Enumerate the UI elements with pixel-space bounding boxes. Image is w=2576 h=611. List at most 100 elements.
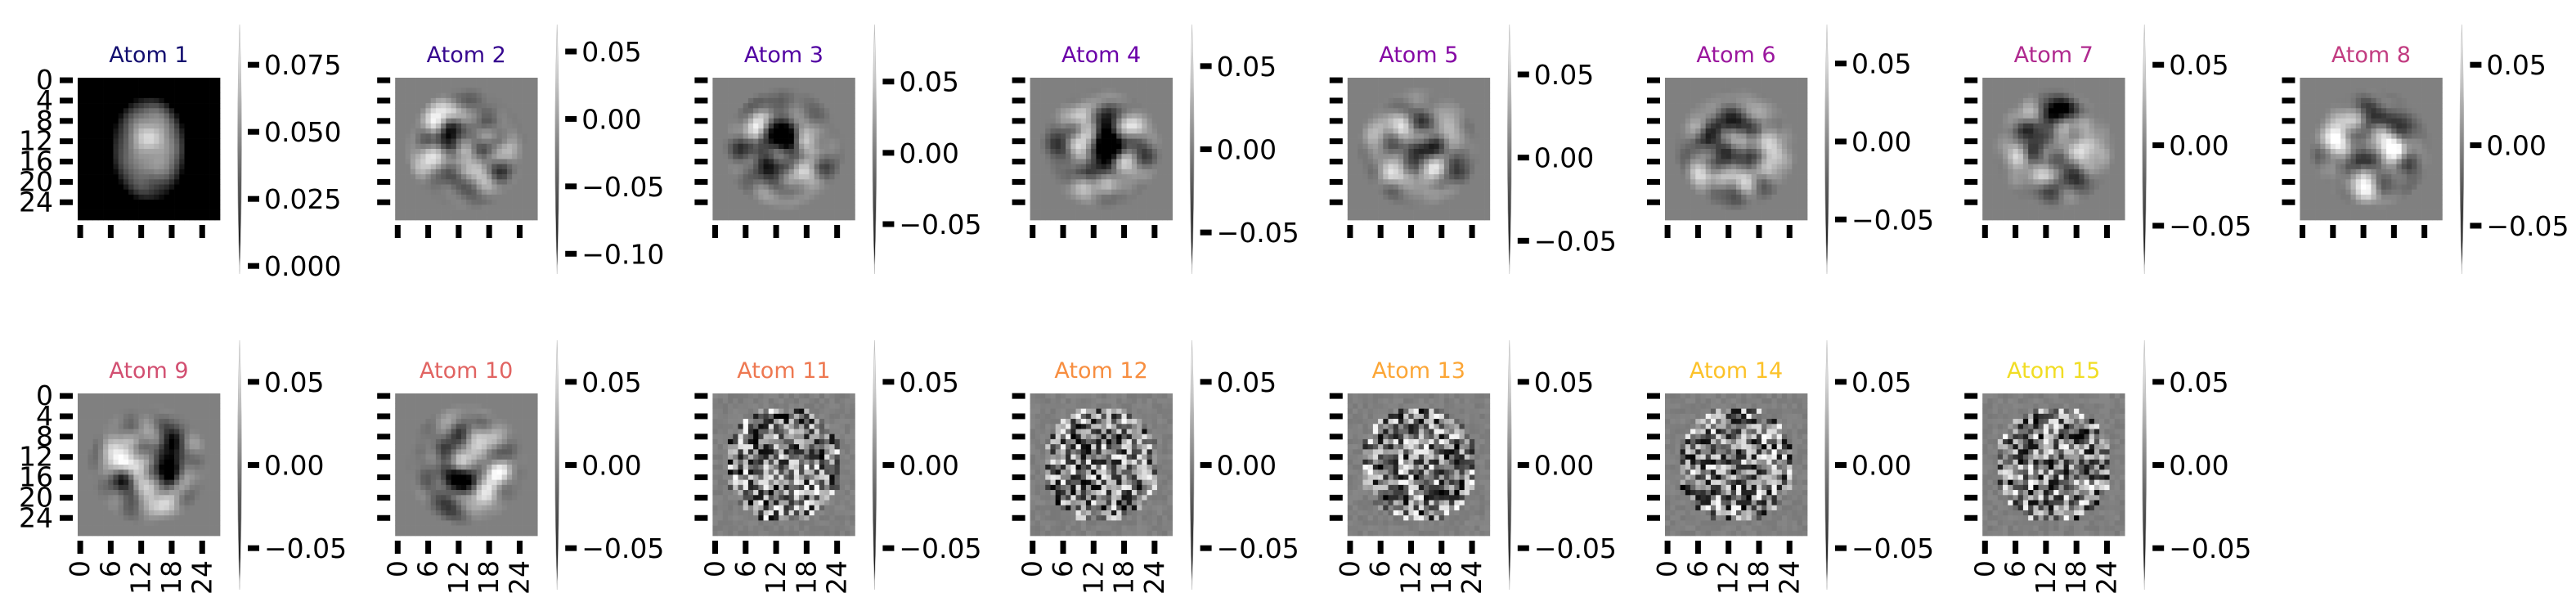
heatmap-cell — [1060, 103, 1066, 109]
heatmap-cell — [2094, 88, 2100, 93]
heatmap-cell — [1469, 200, 1475, 205]
heatmap-cell — [844, 92, 850, 99]
heatmap-cell — [1388, 209, 1394, 216]
heatmap-cell — [189, 168, 195, 175]
heatmap-cell — [1367, 184, 1374, 191]
heatmap-cell — [1393, 128, 1399, 134]
heatmap-cell — [1484, 88, 1491, 93]
heatmap-cell — [768, 194, 774, 200]
heatmap-cell — [1443, 194, 1450, 200]
heatmap-cell — [1060, 159, 1066, 164]
heatmap-cell — [1716, 103, 1721, 109]
heatmap-cell — [1730, 194, 1737, 200]
heatmap-cell — [763, 174, 770, 180]
heatmap-cell — [209, 83, 216, 88]
heatmap-cell — [728, 128, 734, 134]
heatmap-cell — [395, 88, 401, 93]
heatmap-cell — [481, 209, 487, 216]
heatmap-cell — [1413, 143, 1420, 150]
heatmap-cell — [1443, 143, 1450, 150]
x-tick-mark — [1469, 225, 1475, 238]
heatmap-cell — [2017, 97, 2024, 104]
heatmap-cell — [1347, 92, 1353, 99]
heatmap-cell — [1372, 123, 1379, 129]
heatmap-cell — [809, 143, 815, 150]
colorbar-tick-label: 0.00 — [899, 137, 958, 169]
heatmap-cell — [1802, 143, 1808, 150]
heatmap-cell — [425, 123, 432, 129]
heatmap-cell — [1746, 154, 1752, 159]
heatmap-cell — [1080, 108, 1087, 114]
heatmap-cell — [1730, 200, 1737, 205]
heatmap-cell — [717, 92, 724, 99]
heatmap-cell — [1751, 138, 1757, 145]
heatmap-cell — [1413, 92, 1420, 99]
heatmap-cell — [2074, 83, 2080, 88]
heatmap-cell — [763, 92, 770, 99]
heatmap-cell — [1413, 204, 1420, 210]
heatmap-cell — [1761, 103, 1767, 109]
heatmap-cell — [78, 189, 83, 195]
heatmap-cell — [1111, 133, 1117, 139]
heatmap-cell — [712, 123, 718, 129]
heatmap-cell — [1802, 184, 1808, 191]
heatmap-cell — [814, 168, 820, 175]
heatmap-cell — [1388, 149, 1394, 155]
heatmap-cell — [717, 78, 724, 83]
heatmap-cell — [1347, 164, 1353, 170]
heatmap-cell — [844, 113, 850, 119]
heatmap-cell — [517, 123, 523, 129]
heatmap-cell — [753, 179, 759, 185]
heatmap-cell — [1710, 159, 1717, 164]
heatmap-cell — [83, 164, 88, 170]
heatmap-cell — [214, 164, 221, 170]
heatmap-cell — [435, 189, 442, 195]
heatmap-cell — [1147, 209, 1153, 216]
heatmap-cell — [1443, 168, 1450, 175]
heatmap-cell — [1766, 113, 1772, 119]
heatmap-cell — [1438, 174, 1445, 180]
heatmap-cell — [1474, 184, 1480, 191]
heatmap-cell — [1690, 168, 1696, 175]
heatmap-cell — [783, 103, 789, 109]
heatmap-cell — [420, 154, 426, 159]
heatmap-cell — [1126, 168, 1133, 175]
heatmap-cell — [799, 78, 805, 83]
heatmap-cell — [1771, 88, 1778, 93]
heatmap-cell — [496, 113, 503, 119]
heatmap-cell — [829, 138, 835, 145]
heatmap-cell — [149, 179, 155, 185]
heatmap-cell — [2058, 97, 2064, 104]
heatmap-cell — [1137, 88, 1142, 93]
heatmap-cell — [1449, 108, 1455, 114]
heatmap-cell — [1771, 103, 1778, 109]
y-tick-mark — [1329, 138, 1343, 145]
heatmap-cell — [1358, 143, 1363, 150]
heatmap-cell — [1992, 78, 1999, 83]
heatmap-cell — [517, 83, 523, 88]
heatmap-cell — [1085, 88, 1092, 93]
heatmap-cell — [844, 214, 850, 221]
heatmap-cell — [128, 164, 134, 170]
heatmap-cell — [1040, 118, 1046, 124]
heatmap-cell — [496, 204, 503, 210]
heatmap-cell — [200, 97, 205, 104]
heatmap-cell — [1700, 194, 1707, 200]
heatmap-cell — [1353, 83, 1358, 88]
heatmap-cell — [1751, 118, 1757, 124]
heatmap-cell — [1787, 194, 1793, 200]
heatmap-cell — [204, 88, 210, 93]
heatmap-cell — [1362, 200, 1368, 205]
colorbar-tick-label: 0.05 — [899, 66, 958, 98]
heatmap-cell — [168, 194, 175, 200]
heatmap-cell — [788, 159, 795, 164]
heatmap-cell — [763, 108, 770, 114]
heatmap-cell — [1403, 123, 1409, 129]
heatmap-cell — [159, 103, 164, 109]
heatmap-cell — [1726, 103, 1732, 109]
heatmap-cell — [487, 154, 492, 159]
heatmap-cell — [168, 184, 175, 191]
heatmap-cell — [1353, 214, 1358, 221]
heatmap-cell — [1479, 174, 1485, 180]
heatmap-cell — [814, 179, 820, 185]
